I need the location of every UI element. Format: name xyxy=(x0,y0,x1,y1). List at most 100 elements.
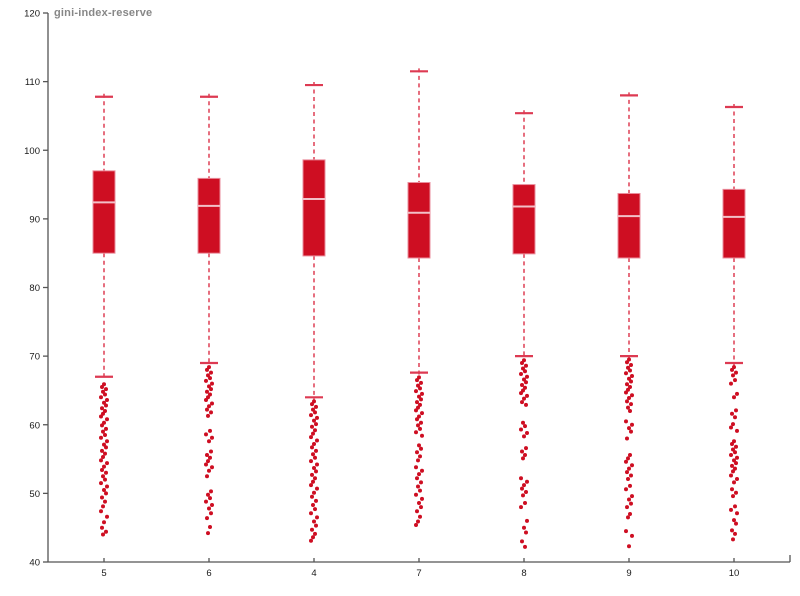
outlier-dot xyxy=(311,479,315,484)
outlier-dot xyxy=(101,389,105,394)
outlier-dot xyxy=(523,544,527,549)
outlier-dot xyxy=(415,476,419,481)
outlier-dot xyxy=(525,430,529,435)
outlier-dot xyxy=(520,539,524,544)
box xyxy=(407,182,431,259)
outlier-dot xyxy=(309,511,313,516)
outlier-dot xyxy=(417,375,421,380)
outlier-dot xyxy=(416,383,420,388)
outlier-dot xyxy=(314,404,318,409)
outlier-dot xyxy=(522,377,526,382)
outlier-dot xyxy=(103,433,107,438)
outlier-dot xyxy=(206,531,210,536)
outlier-dot xyxy=(734,490,738,495)
outlier-dot xyxy=(519,505,523,510)
outlier-dot xyxy=(735,476,739,481)
outlier-dot xyxy=(628,483,632,488)
outlier-dot xyxy=(105,417,109,422)
outlier-dot xyxy=(99,458,103,463)
outlier-dot xyxy=(733,504,737,509)
outlier-dot xyxy=(100,495,104,500)
outlier-dot xyxy=(625,470,629,475)
outlier-dot xyxy=(732,518,736,523)
outlier-dot xyxy=(524,530,528,535)
outlier-dot xyxy=(208,496,212,501)
outlier-dot xyxy=(310,445,314,450)
box xyxy=(197,177,221,254)
outlier-dot xyxy=(104,470,108,475)
outlier-dot xyxy=(309,413,313,418)
outlier-dot xyxy=(629,501,633,506)
outlier-dot xyxy=(525,518,529,523)
outlier-dot xyxy=(101,532,105,537)
outlier-dot xyxy=(523,385,527,390)
outlier-dot xyxy=(733,378,737,383)
outlier-dot xyxy=(732,365,736,370)
outlier-dot xyxy=(210,465,214,470)
outlier-dot xyxy=(314,448,318,453)
outlier-dot xyxy=(309,538,313,543)
outlier-dot xyxy=(420,433,424,438)
outlier-dot xyxy=(630,463,634,468)
outlier-dot xyxy=(628,452,632,457)
outlier-dot xyxy=(524,490,528,495)
outlier-dot xyxy=(522,396,526,401)
outlier-dot xyxy=(416,423,420,428)
outlier-dot xyxy=(522,358,526,363)
outlier-dot xyxy=(104,426,108,431)
outlier-dot xyxy=(102,382,106,387)
outlier-dot xyxy=(630,374,634,379)
outlier-dot xyxy=(311,407,315,412)
outlier-dot xyxy=(629,363,633,368)
outlier-dot xyxy=(418,426,422,431)
outlier-dot xyxy=(414,389,418,394)
outlier-dot xyxy=(419,420,423,425)
outlier-dot xyxy=(418,402,422,407)
outlier-dot xyxy=(208,392,212,397)
outlier-dot xyxy=(204,378,208,383)
x-tick-label: 4 xyxy=(311,568,316,579)
outlier-dot xyxy=(100,525,104,530)
outlier-dot xyxy=(105,484,109,489)
outlier-dot xyxy=(105,514,109,519)
outlier-dot xyxy=(312,399,316,404)
outlier-dot xyxy=(624,487,628,492)
outlier-dot xyxy=(102,464,106,469)
x-tick-label: 6 xyxy=(206,568,211,579)
outlier-dot xyxy=(731,447,735,452)
outlier-dot xyxy=(419,446,423,451)
box xyxy=(302,159,326,257)
outlier-dot xyxy=(624,419,628,424)
outlier-dot xyxy=(629,379,633,384)
outlier-dot xyxy=(524,380,528,385)
outlier-dot xyxy=(414,492,418,497)
outlier-dot xyxy=(630,393,634,398)
outlier-dot xyxy=(625,360,629,365)
y-tick-label: 70 xyxy=(29,352,40,363)
outlier-dot xyxy=(205,452,209,457)
outlier-dot xyxy=(627,376,631,381)
outlier-dot xyxy=(418,488,422,493)
x-tick-label: 10 xyxy=(729,568,740,579)
outlier-dot xyxy=(209,489,213,494)
outlier-dot xyxy=(416,405,420,410)
outlier-dot xyxy=(735,455,739,460)
outlier-dot xyxy=(414,430,418,435)
chart-title: gini-index-reserve xyxy=(54,7,153,19)
outlier-dot xyxy=(624,529,628,534)
outlier-dot xyxy=(419,397,423,402)
outlier-dot xyxy=(208,525,212,530)
outlier-dot xyxy=(311,431,315,436)
outlier-dot xyxy=(101,455,105,460)
outlier-dot xyxy=(416,458,420,463)
outlier-dot xyxy=(104,403,108,408)
outlier-dot xyxy=(519,371,523,376)
outlier-dot xyxy=(315,515,319,520)
outlier-dot xyxy=(628,409,632,414)
outlier-dot xyxy=(310,472,314,477)
outlier-dot xyxy=(730,441,734,446)
outlier-dot xyxy=(735,391,739,396)
outlier-dot xyxy=(101,504,105,509)
outlier-dot xyxy=(209,511,213,516)
